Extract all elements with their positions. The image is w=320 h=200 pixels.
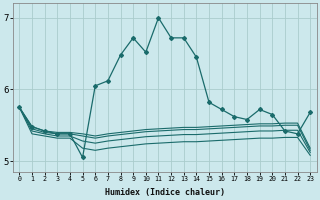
X-axis label: Humidex (Indice chaleur): Humidex (Indice chaleur) — [105, 188, 225, 197]
